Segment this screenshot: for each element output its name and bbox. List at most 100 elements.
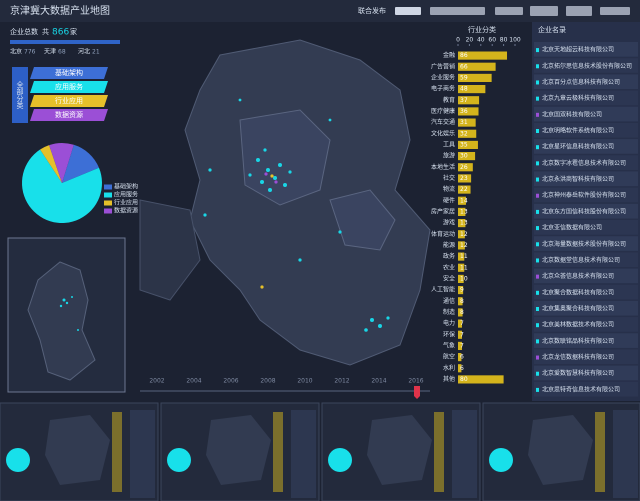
main-map: [139, 39, 431, 366]
category-label: 汽车交通: [431, 118, 455, 126]
company-name[interactable]: 北京九章云极科技有限公司: [542, 94, 614, 102]
list-row[interactable]: [534, 155, 638, 170]
list-row[interactable]: [534, 74, 638, 90]
menu-item[interactable]: 应用服务: [55, 82, 83, 91]
list-row[interactable]: [534, 220, 638, 235]
value-label: 48: [460, 86, 468, 93]
legend-swatch: [104, 200, 112, 206]
category-label: 农业: [443, 263, 455, 271]
timeline-year[interactable]: 2010: [297, 378, 312, 385]
list-row[interactable]: [534, 203, 638, 219]
company-name[interactable]: 北京国双科技有限公司: [542, 110, 602, 118]
bar-chart-title: 行业分类: [468, 25, 496, 34]
company-name[interactable]: 北京东方国信科技股份有限公司: [542, 207, 626, 215]
row-marker: [536, 48, 539, 53]
list-row[interactable]: [534, 122, 638, 138]
bar: [458, 185, 471, 194]
category-label: 广告营销: [431, 62, 455, 70]
pie-slice: [40, 145, 62, 183]
list-row[interactable]: [534, 42, 638, 57]
bar: [458, 263, 465, 272]
company-name[interactable]: 北京数联铭品科技有限公司: [542, 337, 614, 345]
list-row[interactable]: [534, 171, 638, 187]
row-marker: [536, 274, 539, 279]
summary-prefix: 共: [42, 27, 49, 36]
company-name[interactable]: 北京星环信息科技有限公司: [542, 143, 614, 151]
row-marker: [536, 371, 539, 376]
menu-item[interactable]: 数据资源: [55, 110, 83, 119]
row-marker: [536, 242, 539, 247]
legend-label: 应用服务: [114, 191, 138, 199]
list-row[interactable]: [534, 90, 638, 106]
timeline-year[interactable]: 2008: [260, 378, 275, 385]
list-row[interactable]: [534, 252, 638, 268]
list-row[interactable]: [534, 284, 638, 300]
company-name[interactable]: 北京亚信数据有限公司: [542, 224, 602, 232]
company-name[interactable]: 北京百分点信息科技有限公司: [542, 78, 620, 86]
timeline-year[interactable]: 2006: [223, 378, 238, 385]
company-name[interactable]: 北京天地超云科技有限公司: [542, 46, 614, 54]
company-name[interactable]: 北京美林数据技术有限公司: [542, 321, 614, 329]
company-name[interactable]: 北京集奥聚合科技有限公司: [542, 305, 614, 313]
timeline-handle[interactable]: [414, 386, 420, 399]
bar: [458, 96, 480, 105]
menu-item-box[interactable]: [30, 95, 108, 107]
company-name[interactable]: 北京数字冰雹信息技术有限公司: [542, 159, 626, 167]
list-row[interactable]: [534, 268, 638, 284]
value-label: 36: [460, 108, 468, 115]
region-name: 北京: [10, 48, 22, 56]
menu-item-box[interactable]: [30, 109, 108, 121]
list-row[interactable]: [534, 381, 638, 397]
timeline-year[interactable]: 2012: [334, 378, 349, 385]
category-label: 体育运动: [431, 230, 455, 238]
menu-all[interactable]: 全部分类: [16, 80, 24, 110]
company-name[interactable]: 北京拓尔思信息技术股份有限公司: [542, 62, 632, 70]
list-row[interactable]: [534, 106, 638, 122]
bar: [458, 73, 492, 82]
bar: [458, 230, 465, 239]
category-label: 政务: [443, 252, 455, 260]
list-row[interactable]: [534, 317, 638, 332]
list-row[interactable]: [534, 300, 638, 316]
company-name[interactable]: 北京思特奇信息技术有限公司: [542, 385, 620, 393]
company-name[interactable]: 北京聚合数据科技有限公司: [542, 288, 614, 296]
timeline-year[interactable]: 2014: [371, 378, 386, 385]
menu-item[interactable]: 行业应用: [55, 96, 83, 105]
timeline-year[interactable]: 2016: [408, 378, 423, 385]
timeline-year[interactable]: 2004: [186, 378, 201, 385]
list-row[interactable]: [534, 365, 638, 381]
list-row[interactable]: [534, 349, 638, 365]
value-label: 80: [460, 376, 468, 383]
menu-item-box[interactable]: [30, 67, 108, 79]
list-row[interactable]: [534, 187, 638, 203]
timeline-year[interactable]: 2002: [149, 378, 164, 385]
bar: [458, 62, 496, 71]
company-name[interactable]: 北京海量数据技术股份有限公司: [542, 240, 626, 248]
menu-item-box[interactable]: [30, 81, 108, 93]
bar: [458, 308, 463, 317]
company-name[interactable]: 北京永洪商智科技有限公司: [542, 175, 614, 183]
menu-all-box[interactable]: [12, 67, 28, 123]
bar: [458, 274, 464, 283]
company-name[interactable]: 北京众荟信息技术有限公司: [542, 272, 614, 280]
company-name[interactable]: 北京龙信数据科技有限公司: [542, 353, 614, 361]
row-marker: [536, 161, 539, 166]
bar: [458, 375, 504, 384]
list-row[interactable]: [534, 139, 638, 154]
value-label: 86: [460, 52, 468, 59]
company-name[interactable]: 北京数据堂信息技术有限公司: [542, 256, 620, 264]
x-tick-label: 80: [500, 37, 508, 44]
company-name[interactable]: 北京爱数智慧科技有限公司: [542, 369, 614, 377]
list-row[interactable]: [534, 236, 638, 251]
category-label: 环保: [443, 330, 455, 338]
value-label: 12: [460, 231, 468, 238]
value-label: 7: [460, 331, 464, 338]
value-label: 26: [460, 164, 468, 171]
company-name[interactable]: 北京明略软件系统有限公司: [542, 127, 614, 135]
list-row[interactable]: [534, 333, 638, 348]
row-marker: [536, 145, 539, 150]
category-label: 教育: [443, 96, 455, 104]
menu-item[interactable]: 基础架构: [55, 68, 83, 77]
list-row[interactable]: [534, 58, 638, 73]
company-name[interactable]: 北京神州泰岳软件股份有限公司: [542, 191, 626, 199]
